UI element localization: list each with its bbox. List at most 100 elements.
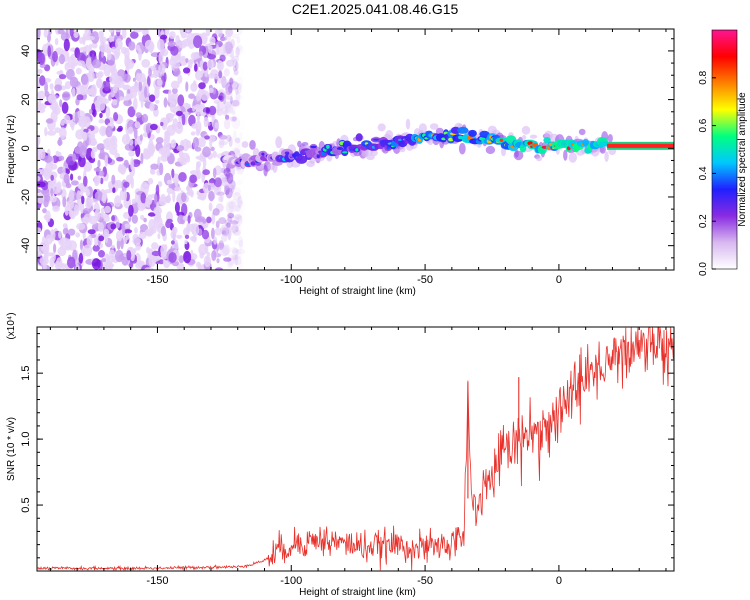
ridge-halo bbox=[513, 150, 524, 161]
noise-blob bbox=[64, 62, 70, 71]
noise-blob bbox=[37, 175, 41, 182]
noise-blob bbox=[58, 155, 65, 161]
noise-blob bbox=[197, 170, 201, 180]
noise-blob bbox=[230, 53, 235, 62]
noise-blob bbox=[158, 196, 167, 206]
noise-blob bbox=[117, 125, 123, 132]
ridge-halo bbox=[366, 154, 375, 161]
ridge-halo bbox=[385, 130, 394, 140]
noise-blob bbox=[123, 181, 130, 188]
noise-blob bbox=[131, 214, 138, 224]
x-tick-label: -50 bbox=[417, 274, 433, 286]
plot-frame bbox=[36, 326, 675, 572]
noise-blob bbox=[113, 112, 119, 122]
noise-blob bbox=[115, 250, 124, 263]
noise-blob bbox=[104, 189, 112, 194]
noise-blob bbox=[232, 254, 242, 266]
y-multiplier-label: (x10⁴) bbox=[6, 312, 17, 339]
noise-blob bbox=[189, 174, 198, 184]
noise-blob bbox=[230, 49, 235, 61]
noise-blob bbox=[131, 198, 137, 205]
noise-blob bbox=[171, 93, 177, 99]
noise-blob bbox=[227, 254, 236, 266]
colorbar-tick-label: 0.6 bbox=[698, 118, 709, 132]
noise-blob bbox=[207, 45, 213, 50]
noise-blob bbox=[229, 44, 234, 50]
noise-blob bbox=[225, 41, 234, 54]
noise-blob bbox=[211, 212, 216, 225]
noise-blob bbox=[85, 35, 96, 41]
noise-blob bbox=[214, 75, 220, 80]
noise-blob bbox=[71, 87, 76, 98]
noise-blob bbox=[130, 31, 139, 39]
noise-blob bbox=[62, 196, 67, 208]
noise-blob bbox=[230, 82, 237, 91]
noise-blob bbox=[81, 195, 85, 205]
noise-blob bbox=[100, 207, 105, 216]
noise-blob bbox=[170, 80, 180, 90]
noise-blob bbox=[224, 89, 233, 100]
ridge-halo bbox=[568, 152, 577, 163]
noise-blob bbox=[219, 140, 229, 146]
noise-blob bbox=[188, 93, 196, 99]
noise-blob bbox=[143, 148, 149, 157]
noise-blob bbox=[81, 74, 89, 85]
noise-blob bbox=[236, 45, 244, 51]
noise-blob bbox=[88, 198, 98, 204]
noise-blob bbox=[42, 208, 47, 214]
noise-blob bbox=[123, 229, 133, 234]
ridge-peak bbox=[355, 148, 359, 152]
noise-blob bbox=[150, 123, 158, 131]
noise-blob bbox=[104, 154, 109, 167]
y-tick-label: 0.5 bbox=[20, 497, 32, 512]
noise-blob bbox=[211, 250, 217, 262]
noise-blob bbox=[83, 161, 93, 172]
noise-blob bbox=[156, 78, 163, 87]
noise-blob bbox=[173, 68, 181, 77]
noise-blob bbox=[82, 131, 88, 142]
noise-blob bbox=[71, 121, 75, 131]
noise-blob bbox=[235, 61, 239, 71]
spectrogram-panel: -150 -100 -50 0 -40 -20 0 20 40 Height of straigh… bbox=[6, 28, 675, 297]
noise-blob bbox=[225, 201, 234, 214]
noise-blob bbox=[189, 170, 199, 175]
noise-blob bbox=[233, 187, 241, 196]
noise-blob bbox=[158, 51, 164, 65]
ridge-core bbox=[468, 129, 477, 137]
noise-blob bbox=[76, 85, 85, 97]
ridge-halo bbox=[241, 141, 249, 148]
noise-blob bbox=[115, 221, 121, 229]
noise-blob bbox=[57, 29, 65, 35]
noise-blob bbox=[115, 38, 123, 51]
noise-blob bbox=[226, 47, 235, 58]
ridge-halo bbox=[326, 154, 333, 162]
noise-blob bbox=[227, 34, 232, 42]
noise-blob bbox=[236, 76, 244, 90]
noise-blob bbox=[172, 189, 176, 203]
noise-blob bbox=[206, 54, 216, 60]
noise-blob bbox=[62, 223, 68, 229]
noise-blob bbox=[160, 226, 167, 237]
noise-blob bbox=[67, 228, 76, 236]
noise-blob bbox=[96, 95, 104, 102]
noise-blob bbox=[79, 239, 84, 251]
noise-blob bbox=[212, 208, 220, 216]
noise-blob bbox=[83, 175, 88, 187]
noise-blob bbox=[220, 167, 226, 174]
noise-blob bbox=[135, 144, 141, 157]
noise-blob bbox=[82, 46, 87, 52]
noise-blob bbox=[144, 86, 148, 99]
noise-blob bbox=[134, 159, 141, 165]
noise-blob bbox=[92, 109, 97, 118]
noise-blob bbox=[153, 215, 163, 229]
colorbar-tick-label: 0.2 bbox=[698, 214, 709, 228]
noise-blob bbox=[92, 244, 100, 252]
noise-blob bbox=[164, 29, 170, 36]
noise-blob bbox=[68, 189, 75, 202]
noise-blob bbox=[231, 105, 236, 115]
noise-blob bbox=[216, 258, 220, 264]
noise-blob bbox=[237, 29, 243, 36]
noise-blob bbox=[205, 29, 211, 37]
noise-blob bbox=[130, 157, 135, 171]
